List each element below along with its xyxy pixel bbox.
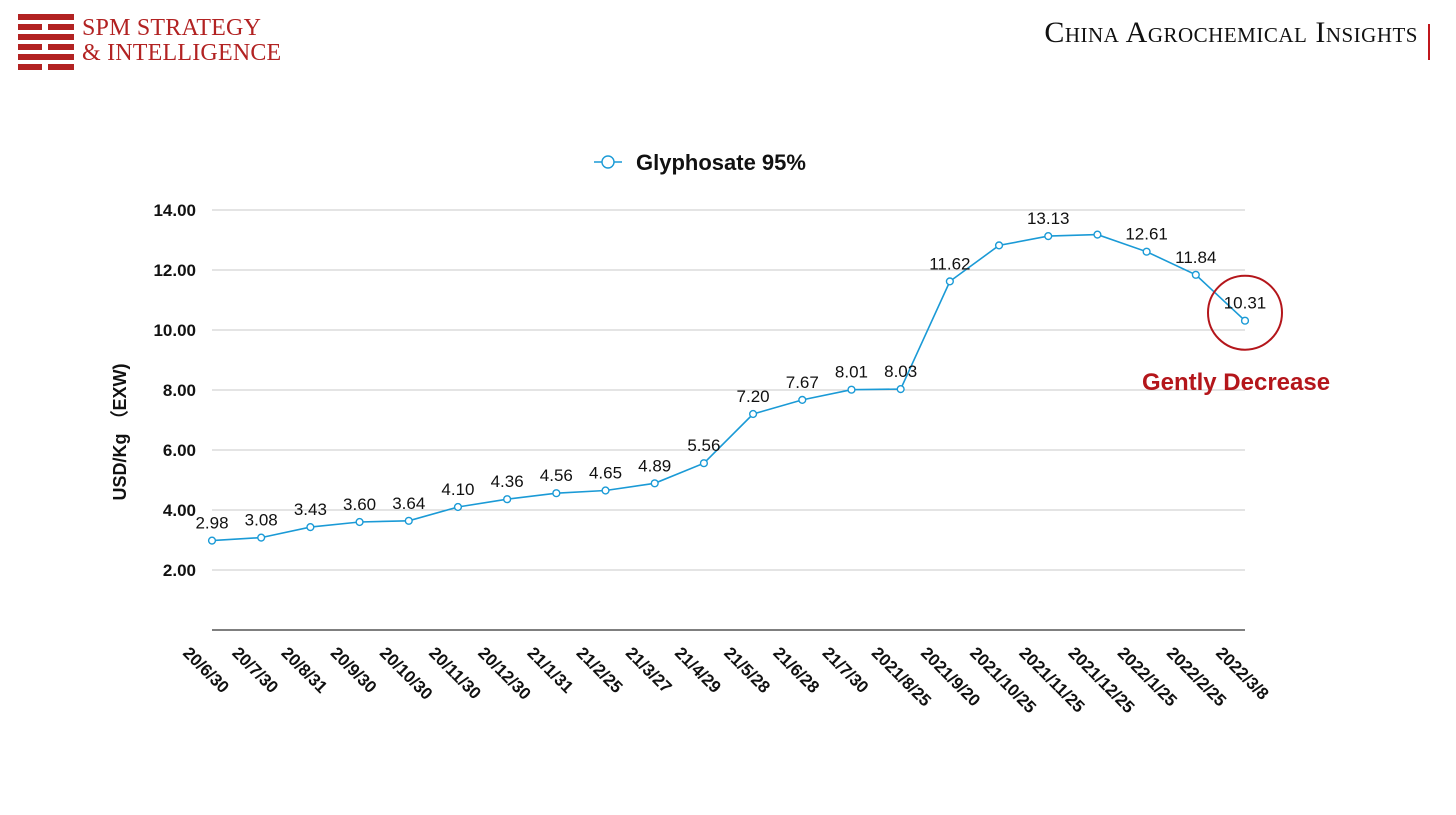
data-label: 7.20 — [737, 387, 770, 406]
data-point — [1240, 316, 1250, 325]
logo-text: SPM STRATEGY & INTELLIGENCE — [82, 16, 281, 66]
data-point — [552, 489, 561, 498]
x-tick-label: 20/6/30 — [179, 643, 233, 697]
data-label: 12.61 — [1125, 225, 1168, 244]
data-label: 8.03 — [884, 362, 917, 381]
data-point — [896, 385, 905, 394]
page-title: China Agrochemical Insights — [1044, 16, 1418, 49]
logo-line-1: SPM STRATEGY — [82, 15, 262, 41]
x-tick-label: 20/11/30 — [425, 643, 485, 703]
y-tick-label: 14.00 — [153, 201, 196, 220]
data-label: 11.84 — [1175, 248, 1216, 267]
x-tick-label: 20/7/30 — [228, 643, 282, 697]
x-tick-label: 20/10/30 — [376, 643, 436, 703]
data-label: 2.98 — [195, 514, 228, 533]
series-line — [211, 233, 1246, 542]
logo-line-2: & INTELLIGENCE — [82, 40, 282, 66]
data-point — [1093, 230, 1102, 239]
data-point — [945, 277, 954, 286]
y-tick-label: 8.00 — [163, 381, 196, 400]
data-label: 4.89 — [638, 456, 671, 475]
data-point — [306, 522, 315, 532]
x-tick-label: 21/3/27 — [622, 643, 676, 697]
x-tick-label: 21/7/30 — [819, 643, 873, 697]
data-label: 4.65 — [589, 464, 622, 483]
data-point — [650, 479, 659, 488]
y-axis-label: USD/Kg （EXW) — [110, 363, 130, 500]
data-point — [453, 502, 463, 512]
y-tick-label: 4.00 — [163, 501, 196, 520]
legend-label: Glyphosate 95% — [636, 150, 806, 175]
data-point — [1191, 270, 1200, 279]
data-point — [847, 385, 856, 394]
x-tick-label: 21/5/28 — [720, 643, 774, 697]
annotation-text: Gently Decrease — [1142, 369, 1330, 396]
y-tick-label: 2.00 — [163, 561, 196, 580]
data-label: 3.60 — [343, 495, 376, 514]
title-accent-bar — [1428, 24, 1430, 60]
data-point — [798, 395, 807, 405]
data-point — [994, 241, 1004, 250]
x-tick-label: 21/2/25 — [573, 643, 627, 697]
data-label: 7.67 — [786, 373, 819, 392]
data-label: 8.01 — [835, 363, 868, 382]
x-tick-label: 20/9/30 — [327, 643, 381, 697]
logo: SPM STRATEGY & INTELLIGENCE — [18, 14, 318, 70]
y-tick-label: 10.00 — [153, 321, 196, 340]
data-point — [355, 517, 364, 527]
data-label: 4.56 — [540, 466, 573, 485]
y-tick-label: 6.00 — [163, 441, 196, 460]
data-label: 10.31 — [1224, 294, 1267, 313]
data-point — [1142, 247, 1151, 256]
legend-marker — [601, 155, 615, 169]
data-label: 11.62 — [929, 254, 970, 273]
data-point — [699, 459, 709, 468]
y-tick-label: 12.00 — [153, 261, 196, 280]
data-label: 13.13 — [1027, 209, 1070, 228]
data-label: 4.10 — [441, 480, 474, 499]
data-label: 3.08 — [245, 511, 278, 530]
data-point — [404, 516, 413, 525]
data-point — [601, 486, 610, 495]
data-point — [503, 495, 512, 504]
data-point — [207, 536, 217, 545]
data-label: 4.36 — [491, 472, 524, 491]
x-tick-label: 21/4/29 — [671, 643, 725, 697]
x-tick-label: 21/6/28 — [769, 643, 823, 697]
data-label: 3.43 — [294, 500, 327, 519]
data-point — [1044, 232, 1053, 241]
logo-mark-icon — [18, 14, 74, 70]
data-point — [748, 409, 758, 419]
data-label: 5.56 — [687, 436, 720, 455]
annotation-circle — [1207, 274, 1283, 351]
data-label: 3.64 — [392, 494, 425, 513]
x-tick-label: 20/12/30 — [474, 643, 534, 703]
data-point — [257, 533, 266, 542]
x-tick-label: 20/8/31 — [278, 643, 332, 697]
